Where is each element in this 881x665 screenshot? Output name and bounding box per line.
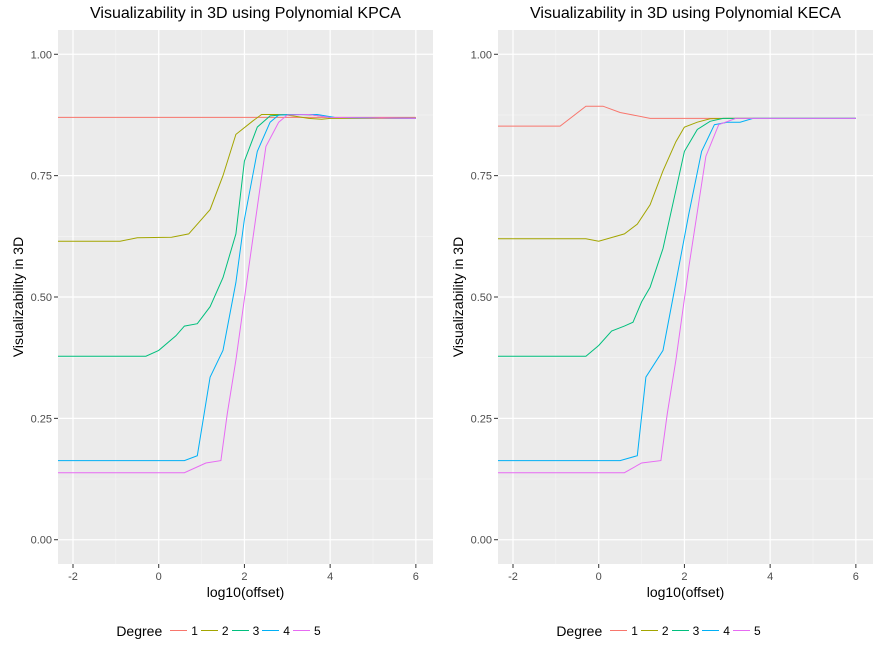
kpca-legend-item-degree-4: 4 (262, 622, 290, 639)
keca-legend-label-degree-2: 2 (661, 623, 669, 638)
keca-y-tick-label: 0.75 (471, 171, 492, 183)
kpca-x-tick-label: -2 (68, 571, 78, 583)
kpca-x-tick-label: 4 (327, 571, 333, 583)
kpca-legend: Degree 1 2 3 4 5 (0, 622, 440, 639)
kpca-legend-key-degree-5 (292, 622, 310, 639)
kpca-legend-title: Degree (116, 622, 163, 639)
keca-legend-key-degree-4 (702, 622, 720, 639)
keca-legend: Degree 1 2 3 4 5 (440, 622, 880, 639)
keca-series-degree-3-line (498, 117, 856, 357)
kpca-legend-label-degree-2: 2 (221, 623, 229, 638)
keca-legend-label-degree-3: 3 (692, 623, 700, 638)
kpca-x-tick-label: 0 (156, 571, 162, 583)
kpca-chart-panel: -2 0 2 4 6 0.00 0.25 0.50 0.75 1.00 Visualizabili… (0, 0, 440, 665)
keca-legend-title: Degree (556, 622, 603, 639)
kpca-legend-key-degree-2 (200, 622, 218, 639)
kpca-x-tick-label: 2 (241, 571, 247, 583)
kpca-y-tick-label: 0.50 (31, 292, 52, 304)
keca-legend-label-degree-4: 4 (723, 623, 730, 638)
kpca-legend-item-degree-2: 2 (200, 622, 229, 639)
keca-chart-title: Visualizability in 3D using Polynomial K… (530, 5, 841, 22)
kpca-y-tick-label: 0.25 (31, 413, 52, 425)
kpca-legend-label-degree-4: 4 (283, 623, 290, 638)
kpca-series-degree-2-line (58, 114, 416, 242)
keca-legend-key-degree-1 (610, 622, 628, 639)
keca-y-axis-label: Visualizability in 3D (450, 236, 466, 358)
kpca-legend-key-degree-1 (170, 622, 188, 639)
keca-legend-label-degree-1: 1 (631, 623, 638, 638)
keca-plot-svg: -2 0 2 4 6 0.00 0.25 0.50 0.75 1.00 (471, 30, 873, 583)
kpca-legend-key-degree-4 (262, 622, 280, 639)
kpca-x-axis-label: log10(offset) (206, 584, 285, 600)
keca-x-tick-label: 2 (681, 571, 687, 583)
kpca-chart-title: Visualizability in 3D using Polynomial K… (90, 5, 401, 22)
kpca-plot-svg: -2 0 2 4 6 0.00 0.25 0.50 0.75 1.00 (31, 30, 433, 583)
kpca-series-degree-5-line (58, 113, 416, 474)
keca-x-tick-label: -2 (508, 571, 518, 583)
kpca-y-tick-label: 0.00 (31, 535, 52, 547)
keca-y-tick-label: 0.25 (471, 413, 492, 425)
kpca-legend-label-degree-1: 1 (191, 623, 198, 638)
kpca-legend-item-degree-3: 3 (231, 622, 260, 639)
kpca-legend-label-degree-3: 3 (252, 623, 260, 638)
keca-series-degree-4-line (498, 117, 856, 462)
keca-legend-item-degree-4: 4 (702, 622, 730, 639)
keca-legend-item-degree-2: 2 (640, 622, 669, 639)
keca-legend-key-degree-3 (671, 622, 689, 639)
keca-y-tick-label: 0.50 (471, 292, 492, 304)
keca-legend-item-degree-5: 5 (732, 622, 761, 639)
kpca-y-tick-label: 1.00 (31, 49, 52, 61)
keca-legend-item-degree-1: 1 (610, 622, 638, 639)
kpca-series-degree-4-line (58, 114, 416, 462)
keca-chart-panel: -2 0 2 4 6 0.00 0.25 0.50 0.75 1.00 Visualizabili… (440, 0, 881, 665)
keca-x-tick-label: 0 (596, 571, 602, 583)
keca-series-degree-5-line (498, 117, 856, 474)
kpca-legend-key-degree-3 (231, 622, 249, 639)
kpca-legend-label-degree-5: 5 (313, 623, 321, 638)
kpca-y-tick-label: 0.75 (31, 171, 52, 183)
kpca-legend-item-degree-5: 5 (292, 622, 321, 639)
keca-x-axis-label: log10(offset) (646, 584, 725, 600)
keca-legend-item-degree-3: 3 (671, 622, 700, 639)
keca-legend-key-degree-2 (640, 622, 658, 639)
kpca-y-axis-label: Visualizability in 3D (10, 236, 26, 358)
keca-x-tick-label: 6 (853, 571, 859, 583)
keca-y-tick-label: 0.00 (471, 535, 492, 547)
kpca-x-tick-label: 6 (413, 571, 419, 583)
keca-x-tick-label: 4 (767, 571, 773, 583)
keca-legend-key-degree-5 (732, 622, 750, 639)
keca-legend-label-degree-5: 5 (753, 623, 761, 638)
kpca-legend-item-degree-1: 1 (170, 622, 198, 639)
keca-y-tick-label: 1.00 (471, 49, 492, 61)
